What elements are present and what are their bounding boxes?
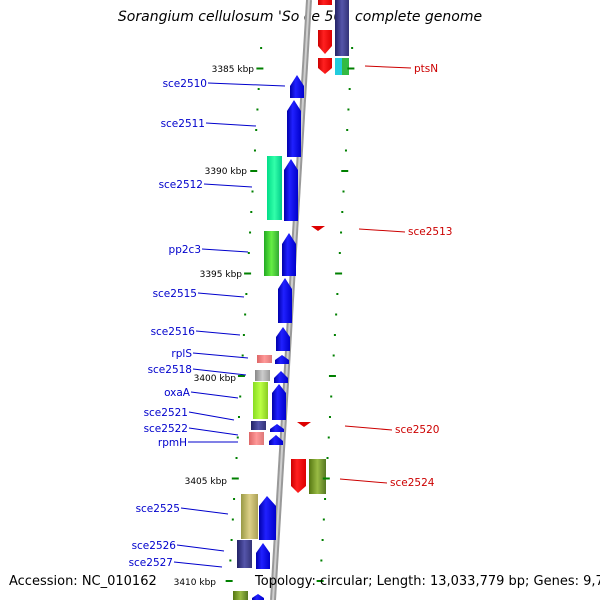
accession-text: Accession: NC_010162 [9, 574, 157, 589]
gene-label-sce2518[interactable]: sce2518 [148, 364, 192, 376]
gene-label-sce2515[interactable]: sce2515 [153, 288, 197, 300]
left-leader-lines [173, 82, 286, 568]
gene-label-sce2521[interactable]: sce2521 [144, 407, 188, 419]
gene-label-sce2524[interactable]: sce2524 [390, 477, 435, 489]
scale-label: 3385 kbp [212, 65, 255, 75]
gene-label-ptsN[interactable]: ptsN [414, 63, 438, 75]
right-leader-lines [339, 65, 412, 484]
gene-label-sce2526[interactable]: sce2526 [132, 540, 177, 552]
scale-labels: 3385 kbp 3390 kbp 3395 kbp 3400 kbp 3405… [174, 65, 255, 588]
gene-label-sce2527[interactable]: sce2527 [129, 557, 173, 569]
reverse-gene-arrows [291, 226, 326, 494]
scale-label: 3390 kbp [205, 167, 248, 177]
scale-label: 3400 kbp [194, 374, 237, 384]
scale-label: 3395 kbp [200, 270, 243, 280]
gene-label-rplS[interactable]: rplS [171, 348, 192, 360]
gene-label-sce2513[interactable]: sce2513 [408, 226, 452, 238]
left-gene-blocks [233, 156, 282, 600]
gene-label-oxaA[interactable]: oxaA [164, 387, 191, 399]
gene-label-sce2510[interactable]: sce2510 [163, 78, 207, 90]
right-gene-labels: ptsN sce2513 sce2520 sce2524 [390, 63, 452, 489]
forward-gene-arrows [252, 75, 304, 600]
gene-label-pp2c3[interactable]: pp2c3 [169, 244, 201, 256]
gene-label-sce2522[interactable]: sce2522 [144, 423, 188, 435]
topology-text: Topology: circular; Length: 13,033,779 b… [255, 574, 600, 589]
gene-label-sce2512[interactable]: sce2512 [159, 179, 203, 191]
scale-tick-marks [225, 47, 355, 582]
gene-label-sce2516[interactable]: sce2516 [151, 326, 196, 338]
scale-label: 3410 kbp [174, 578, 217, 588]
gene-label-sce2525[interactable]: sce2525 [136, 503, 180, 515]
gene-label-rpmH[interactable]: rpmH [158, 437, 187, 449]
gene-label-sce2511[interactable]: sce2511 [161, 118, 205, 130]
scale-label: 3405 kbp [185, 477, 228, 487]
gene-label-sce2520[interactable]: sce2520 [395, 424, 439, 436]
left-gene-labels: sce2510 sce2511 sce2512 pp2c3 sce2515 sc… [129, 78, 207, 569]
map-title: Sorangium cellulosum 'So ce 56', complet… [117, 9, 483, 25]
top-features [318, 0, 349, 75]
